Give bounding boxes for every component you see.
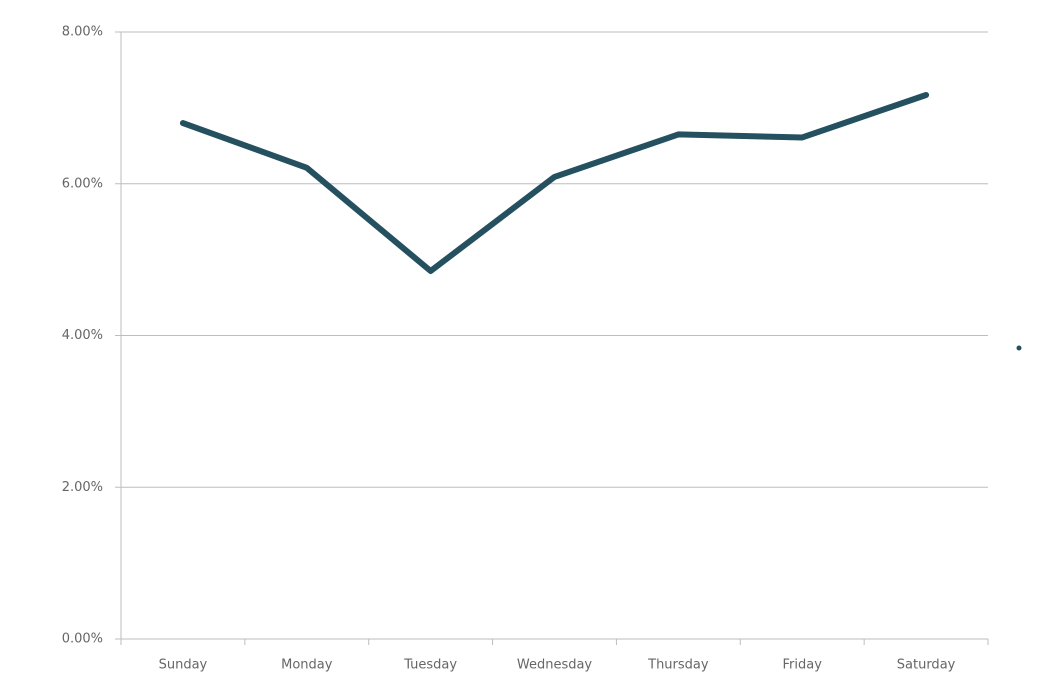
x-tick-label: Sunday	[159, 658, 208, 673]
y-tick-label: 6.00%	[62, 176, 103, 191]
y-tick-label: 8.00%	[62, 25, 103, 40]
y-tick-label: 4.00%	[62, 328, 103, 343]
x-tick-label: Friday	[783, 658, 823, 673]
y-tick-label: 0.00%	[62, 632, 103, 647]
x-tick-label: Wednesday	[517, 658, 593, 673]
x-tick-label: Thursday	[647, 658, 709, 673]
x-tick-label: Saturday	[897, 658, 956, 673]
x-tick-label: Monday	[281, 658, 333, 673]
data-line	[179, 91, 930, 275]
x-tick-label: Tuesday	[403, 658, 457, 673]
legend-marker	[1016, 345, 1022, 351]
y-tick-label: 2.00%	[62, 480, 103, 495]
